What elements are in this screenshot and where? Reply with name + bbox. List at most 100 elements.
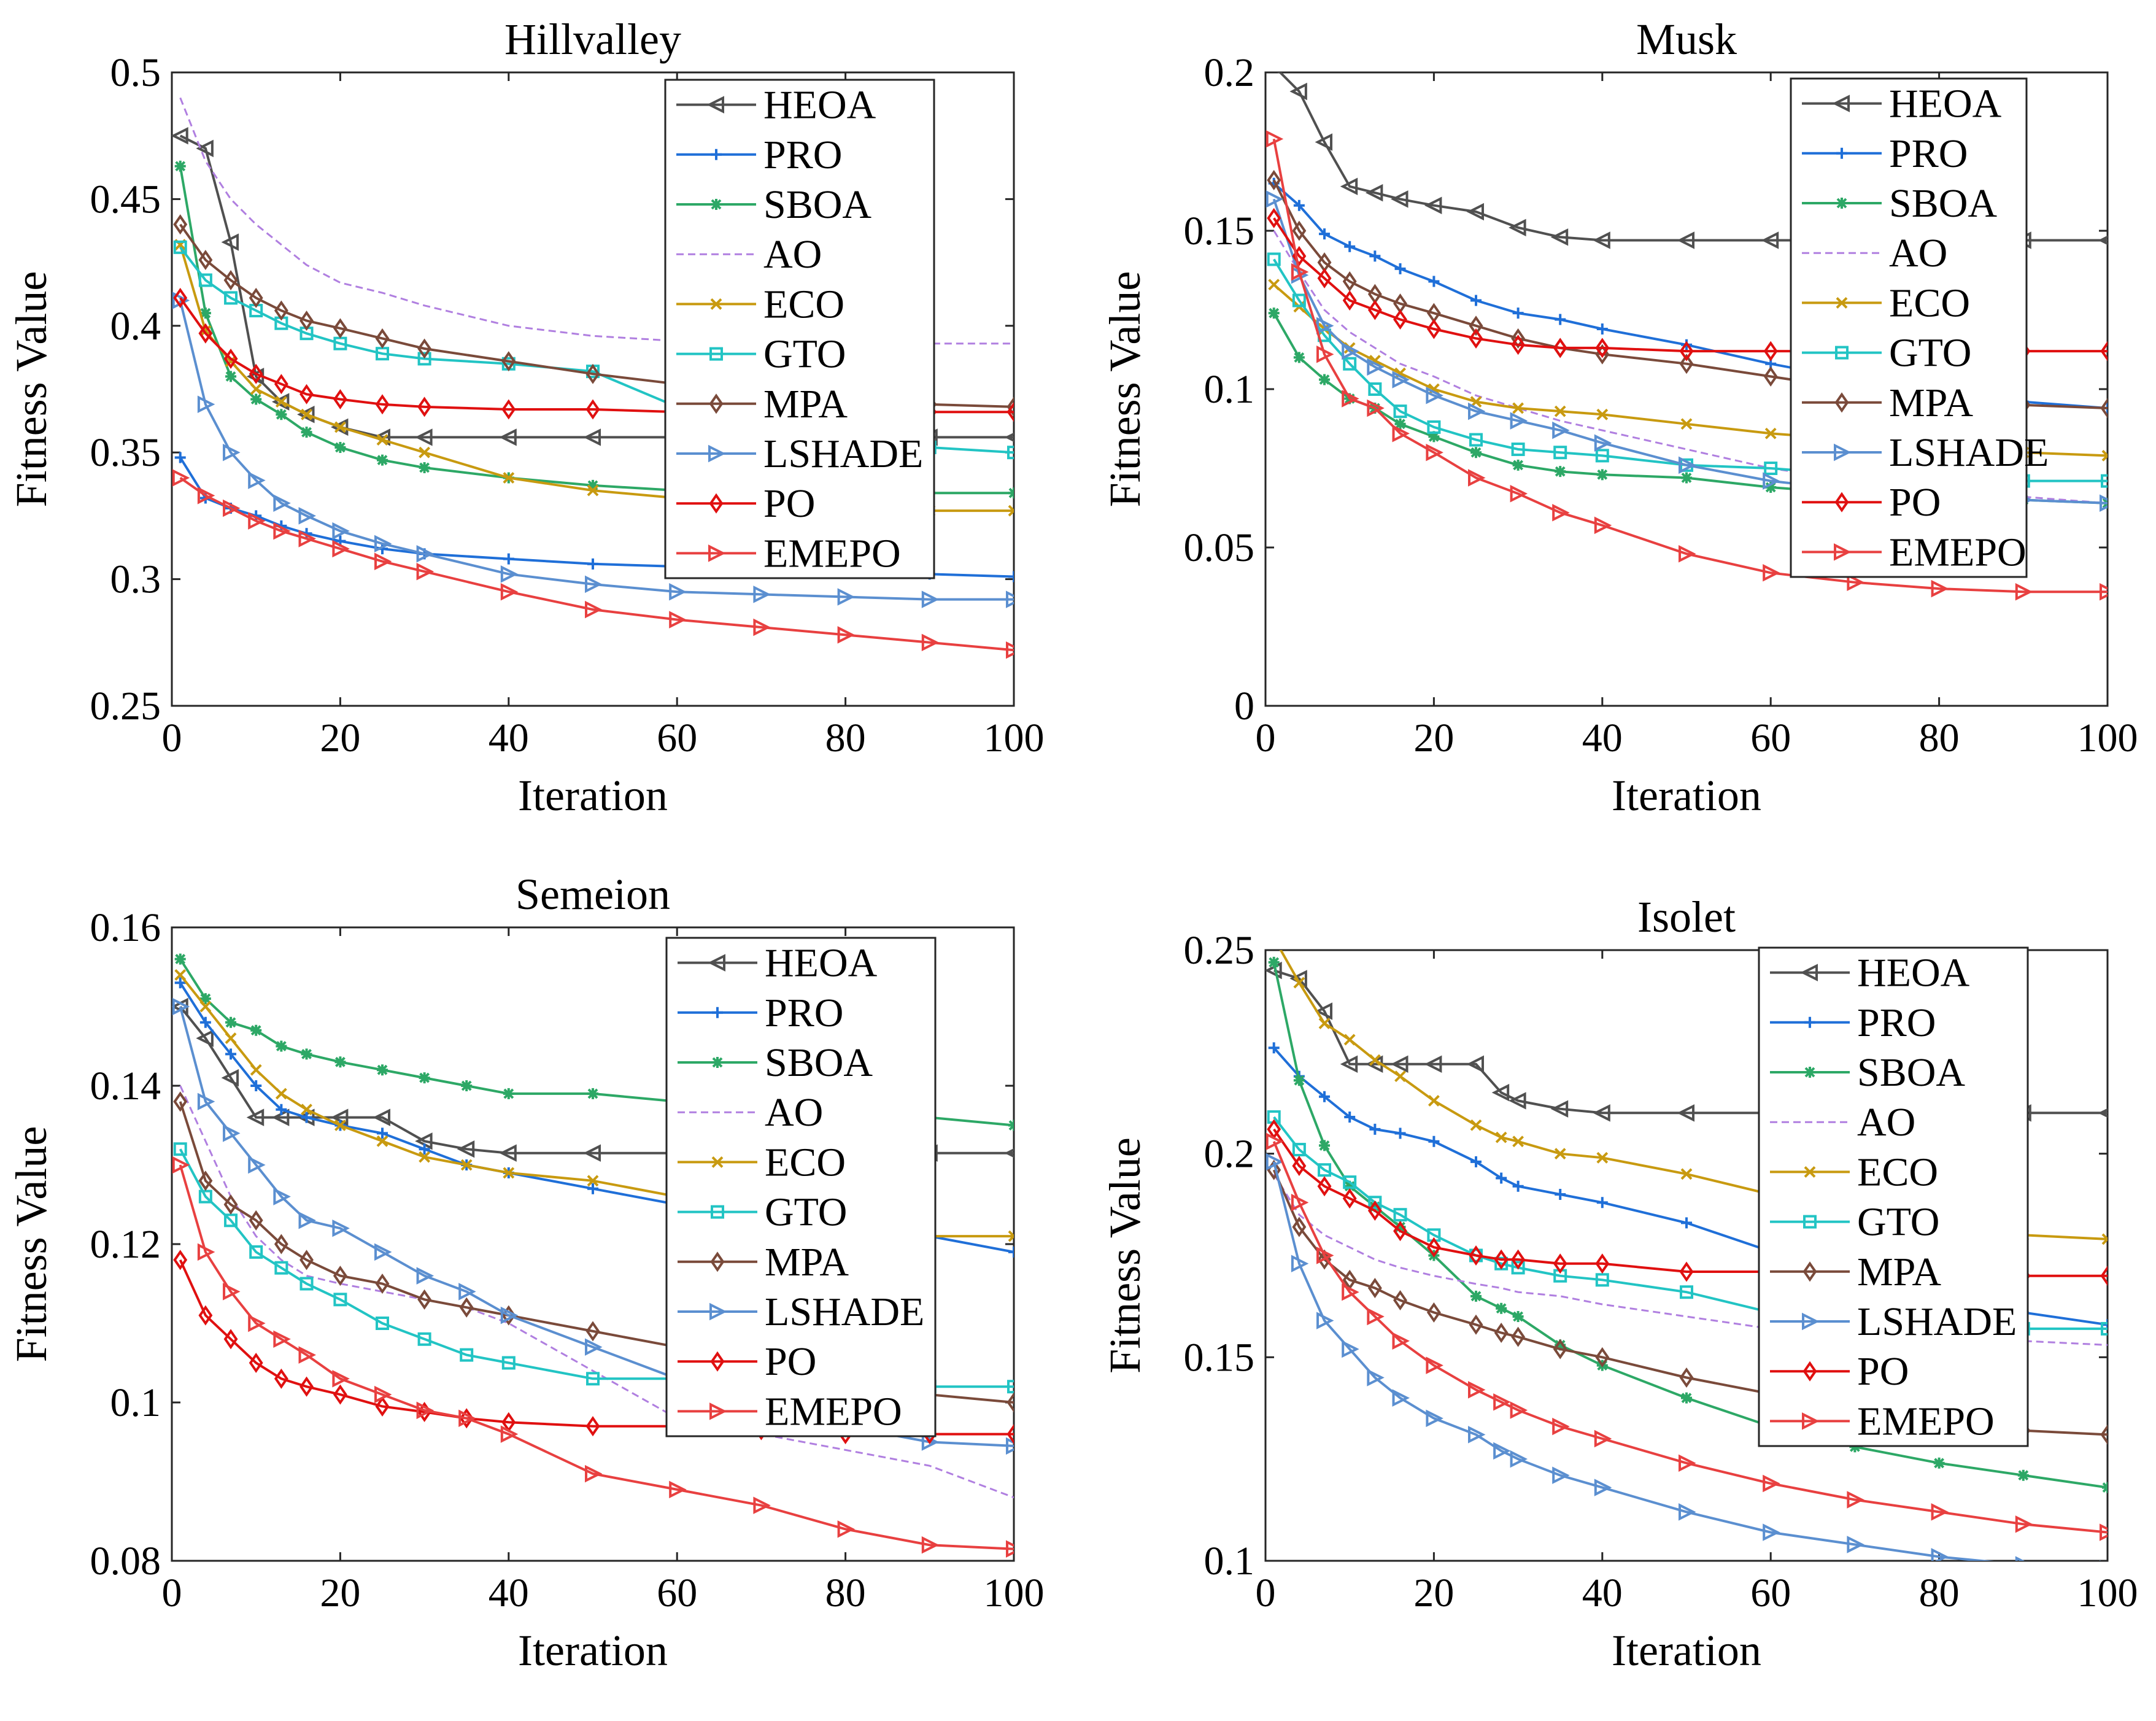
data-point-gto <box>1318 1163 1332 1177</box>
data-point-heoa <box>499 428 517 446</box>
legend-label-sboa: SBOA <box>1889 181 1997 226</box>
y-tick-label: 0.2 <box>1204 50 1255 95</box>
data-point-po <box>1367 1201 1382 1221</box>
data-point-sboa <box>1512 459 1524 471</box>
legend-marker-po <box>709 493 724 514</box>
y-tick-label: 0.08 <box>90 1539 161 1584</box>
legend: HEOA PRO SBOA AO ECO GTO MPA LSHADE PO EMEPO <box>665 937 937 1437</box>
data-point-gto <box>1343 1175 1357 1189</box>
data-point-lshade <box>1468 402 1486 420</box>
data-point-eco <box>1512 1135 1524 1148</box>
data-point-eco <box>1512 402 1524 414</box>
data-point-lshade <box>416 1267 435 1285</box>
data-point-sboa <box>1933 1457 1945 1469</box>
data-point-sboa <box>1470 447 1482 458</box>
data-point-mpa <box>173 1091 188 1112</box>
legend-box <box>1758 946 2029 1447</box>
x-tick-label: 20 <box>320 1571 360 1615</box>
data-point-po <box>1342 1188 1357 1209</box>
data-point-sboa <box>1394 1221 1406 1233</box>
chart-title: Hillvalley <box>504 15 681 64</box>
legend-label-lshade: LSHADE <box>765 1290 924 1334</box>
legend-label-lshade: LSHADE <box>1889 430 2049 475</box>
data-point-sboa <box>2102 1482 2108 1493</box>
legend-label-pro: PRO <box>765 991 843 1035</box>
data-point-sboa <box>1681 472 1692 484</box>
data-point-emepo <box>585 600 603 619</box>
data-point-mpa <box>1763 366 1778 387</box>
data-point-heoa <box>1550 1100 1569 1118</box>
data-point-emepo <box>223 1283 241 1301</box>
data-point-emepo <box>2100 583 2108 601</box>
data-point-gto <box>224 291 238 305</box>
data-point-pro <box>377 1127 388 1139</box>
data-point-po <box>585 399 600 420</box>
data-point-pro <box>174 977 186 989</box>
data-point-eco <box>419 1151 431 1163</box>
data-point-gto <box>1764 462 1778 475</box>
x-tick-label: 40 <box>1582 1571 1623 1615</box>
data-point-lshade <box>1594 434 1612 452</box>
y-tick-label: 0.2 <box>1204 1132 1255 1177</box>
data-point-heoa <box>1509 1092 1526 1110</box>
data-point-eco <box>275 1088 287 1100</box>
data-point-pro <box>174 452 186 463</box>
y-axis-label: Fitness Value <box>1100 1137 1149 1374</box>
x-tick-label: 100 <box>2077 716 2138 760</box>
data-point-emepo <box>298 530 316 547</box>
data-point-eco <box>225 355 237 368</box>
data-point-emepo <box>1426 1356 1443 1374</box>
x-tick-label: 60 <box>657 1571 697 1615</box>
y-tick-label: 0.35 <box>90 430 161 475</box>
y-tick-label: 0.5 <box>110 50 161 95</box>
data-point-pro <box>1496 1172 1507 1184</box>
data-point-po <box>1292 1156 1307 1177</box>
data-point-emepo <box>921 1536 940 1554</box>
data-point-eco <box>1554 1148 1566 1160</box>
data-point-lshade <box>1342 1340 1359 1358</box>
data-point-pro <box>503 553 514 565</box>
data-point-gto <box>173 1142 187 1156</box>
data-point-po <box>198 323 213 344</box>
data-point-mpa <box>249 287 263 308</box>
data-point-emepo <box>248 1314 266 1332</box>
data-point-eco <box>174 969 187 981</box>
data-point-sboa <box>587 479 598 491</box>
data-point-lshade <box>1552 421 1570 439</box>
data-point-sboa <box>1470 1290 1482 1302</box>
legend-marker-gto <box>1835 346 1849 360</box>
data-point-po <box>1469 328 1483 349</box>
data-point-po <box>1007 401 1014 422</box>
data-point-gto <box>1292 1143 1306 1157</box>
data-point-gto <box>274 1261 288 1275</box>
y-tick-label: 0.14 <box>90 1064 161 1108</box>
data-point-eco <box>250 383 262 395</box>
data-point-sboa <box>1293 352 1305 363</box>
data-point-heoa <box>1550 228 1569 246</box>
data-point-po <box>223 348 238 369</box>
data-point-emepo <box>1847 1491 1864 1509</box>
y-axis-label: Fitness Value <box>1100 271 1149 508</box>
legend-marker-mpa <box>709 393 724 414</box>
data-point-pro <box>250 1080 262 1091</box>
legend-label-gto: GTO <box>765 1190 847 1235</box>
data-point-gto <box>1680 1285 1693 1299</box>
data-point-lshade <box>248 471 266 489</box>
legend-marker-eco <box>710 298 722 310</box>
data-point-eco <box>334 1120 346 1131</box>
data-point-lshade <box>197 1093 215 1111</box>
data-point-po <box>299 384 314 404</box>
legend-label-po: PO <box>1889 480 1941 525</box>
data-point-sboa <box>503 1088 514 1099</box>
data-point-lshade <box>1291 1255 1309 1273</box>
data-point-eco <box>2101 449 2108 462</box>
data-point-po <box>585 1416 600 1437</box>
series-line-emepo <box>179 1164 1014 1550</box>
data-point-po <box>1679 1261 1694 1282</box>
data-point-emepo <box>1510 485 1528 503</box>
legend-box <box>1790 77 2028 578</box>
legend-label-ao: AO <box>1857 1100 1915 1145</box>
x-tick-label: 40 <box>489 716 529 760</box>
chart-panel-hillvalley: Hillvalley 0 20 40 60 80 100 0.25 0.3 0.35 0.4 0.45… <box>7 15 1045 820</box>
data-point-eco <box>1596 1151 1609 1164</box>
